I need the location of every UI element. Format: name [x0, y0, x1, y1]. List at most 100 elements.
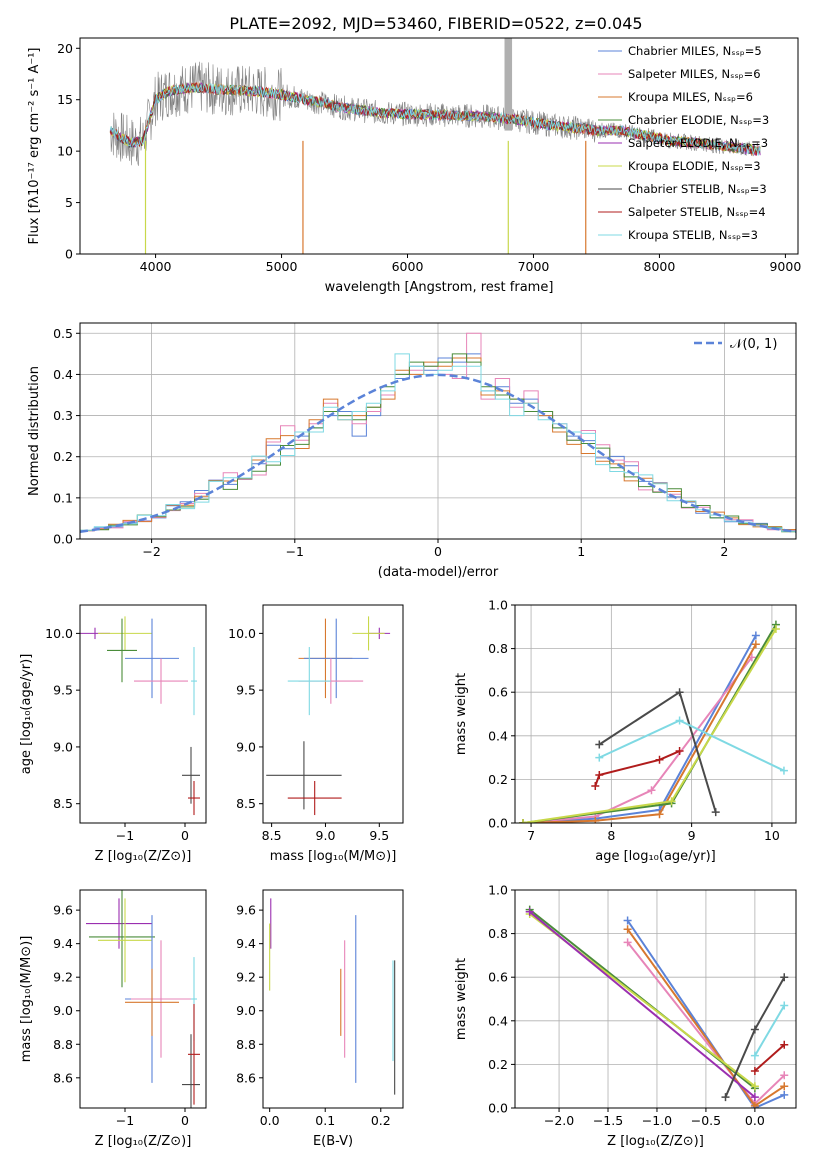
y-tick-label: 0.8 — [488, 641, 508, 656]
y-tick-label: 10.0 — [45, 626, 73, 641]
errorbar-green — [107, 618, 137, 683]
marker-point — [711, 808, 720, 817]
x-tick-label: 8 — [607, 828, 615, 843]
marker-point — [780, 1071, 789, 1080]
marker-point — [519, 819, 528, 823]
errorbar-yellow — [98, 898, 152, 983]
x-axis-label: (data-model)/error — [378, 565, 499, 580]
x-tick-label: 2 — [720, 544, 728, 559]
y-tick-label: 0.2 — [53, 449, 73, 464]
legend-label: Chabrier ELODIE, Nₛₛₚ=3 — [628, 113, 769, 127]
x-axis-label: age [log₁₀(age/yr)] — [595, 849, 716, 864]
x-tick-label: −1.0 — [642, 1113, 672, 1128]
legend-label: Kroupa MILES, Nₛₛₚ=6 — [628, 90, 753, 104]
marker-point — [750, 1101, 759, 1108]
y-tick-label: 9.4 — [236, 936, 256, 951]
x-tick-label: 9000 — [769, 259, 801, 274]
legend: Chabrier MILES, Nₛₛₚ=5 Salpeter MILES, Nₛ… — [598, 44, 769, 242]
panel-massweight-vs-z: −2.0 −1.5 −1.0 −0.5 0.0 0.0 0.2 0.4 0.6 0.8 1.0 Z [… — [454, 883, 797, 1149]
x-tick-label: −1.5 — [593, 1113, 623, 1128]
marker-point — [595, 753, 604, 762]
legend-label: Chabrier STELIB, Nₛₛₚ=3 — [628, 182, 767, 196]
y-tick-label: 0.8 — [488, 926, 508, 941]
y-tick-label: 1.0 — [488, 883, 508, 898]
x-tick-label: 0.0 — [745, 1113, 765, 1128]
x-tick-label: 4000 — [140, 259, 172, 274]
series-orange — [522, 643, 757, 823]
panel-age-vs-z: −1 0 8.5 9.0 9.5 10.0 Z [log₁₀(Z/Z⊙)] age [log₁… — [19, 604, 207, 864]
legend-label: Salpeter STELIB, Nₛₛₚ=4 — [628, 205, 766, 219]
series-red — [594, 750, 680, 787]
y-tick-label: 9.6 — [236, 903, 256, 918]
y-axis-label: age [log₁₀(age/yr)] — [19, 654, 34, 775]
panel-age-vs-mass: 8.5 9.0 9.5 8.5 9.0 9.5 10.0 mass [log₁₀(M/M⊙)] — [228, 604, 404, 864]
marker-point — [750, 1051, 759, 1060]
marker-point — [721, 1093, 730, 1102]
marker-point — [780, 1090, 789, 1099]
errorbar-purple — [86, 898, 152, 949]
y-tick-label: 9.0 — [236, 739, 256, 754]
y-axis-label: Flux [fλ10⁻¹⁷ erg cm⁻² s⁻¹ A⁻¹] — [27, 48, 42, 245]
marker-point — [667, 797, 676, 806]
model-cyan-line — [109, 83, 761, 156]
y-tick-label: 0.2 — [488, 772, 508, 787]
errorbar-red — [188, 780, 200, 816]
plot-area — [80, 332, 796, 539]
y-tick-label: 5 — [65, 195, 73, 210]
x-axis-label: wavelength [Angstrom, rest frame] — [325, 280, 554, 295]
series-pink — [522, 656, 753, 823]
marker-point — [591, 816, 600, 823]
series-cyan — [754, 1004, 786, 1057]
y-tick-label: 8.5 — [53, 796, 73, 811]
y-tick-label: 8.6 — [53, 1070, 73, 1085]
series-yellow — [522, 628, 777, 823]
marker-point — [780, 973, 789, 982]
legend-label: Kroupa STELIB, Nₛₛₚ=3 — [628, 228, 758, 242]
y-tick-label: 9.0 — [236, 1003, 256, 1018]
plot-area — [266, 616, 391, 816]
marker-point — [655, 755, 664, 764]
x-tick-label: 9 — [688, 828, 696, 843]
plot-area — [525, 905, 789, 1108]
errorbar-pink — [131, 940, 191, 1058]
series-dark — [598, 690, 717, 813]
marker-point — [655, 810, 664, 819]
y-tick-label: 15 — [57, 92, 73, 107]
series-green — [522, 624, 777, 823]
marker-point — [750, 1066, 759, 1075]
y-tick-label: 0.6 — [488, 970, 508, 985]
marker-point — [675, 688, 684, 697]
marker-point — [591, 781, 600, 790]
y-tick-label: 9.5 — [236, 683, 256, 698]
errorbar-yellow — [352, 616, 385, 651]
y-tick-label: 0.1 — [53, 490, 73, 505]
y-tick-label: 0 — [65, 247, 73, 262]
marker-point — [675, 716, 684, 725]
plot-area — [109, 38, 761, 254]
x-tick-label: 8000 — [644, 259, 676, 274]
y-axis-label: mass [log₁₀(M/M⊙)] — [19, 936, 34, 1063]
x-axis-label: Z [log₁₀(Z/Z⊙)] — [95, 1134, 192, 1149]
marker-point — [623, 925, 632, 934]
y-tick-label: 0.0 — [488, 816, 508, 831]
y-tick-label: 9.4 — [53, 936, 73, 951]
series-red — [754, 1044, 785, 1072]
series-blue — [626, 919, 785, 1108]
y-tick-label: 0.5 — [53, 326, 73, 341]
legend-label: 𝒩(0, 1) — [730, 337, 777, 352]
axes-frame — [79, 604, 207, 824]
marker-point — [525, 907, 534, 916]
errorbar-cyan — [191, 647, 197, 716]
marker-point — [780, 1001, 789, 1010]
y-tick-label: 9.5 — [53, 683, 73, 698]
axes-frame — [514, 889, 797, 1109]
marker-point — [750, 1025, 759, 1034]
errorbar-blue — [125, 618, 179, 699]
panel-residuals: −2 −1 0 1 2 0.0 0.1 0.2 0.3 0.4 0.5 (data-model)/er… — [27, 322, 797, 580]
plot-area — [80, 616, 200, 816]
errorbar-dark — [182, 746, 200, 804]
figure-title: PLATE=2092, MJD=53460, FIBERID=0522, z=0… — [229, 14, 642, 33]
marker-point — [595, 771, 604, 780]
y-tick-label: 0.2 — [488, 1057, 508, 1072]
y-tick-label: 1.0 — [488, 598, 508, 613]
